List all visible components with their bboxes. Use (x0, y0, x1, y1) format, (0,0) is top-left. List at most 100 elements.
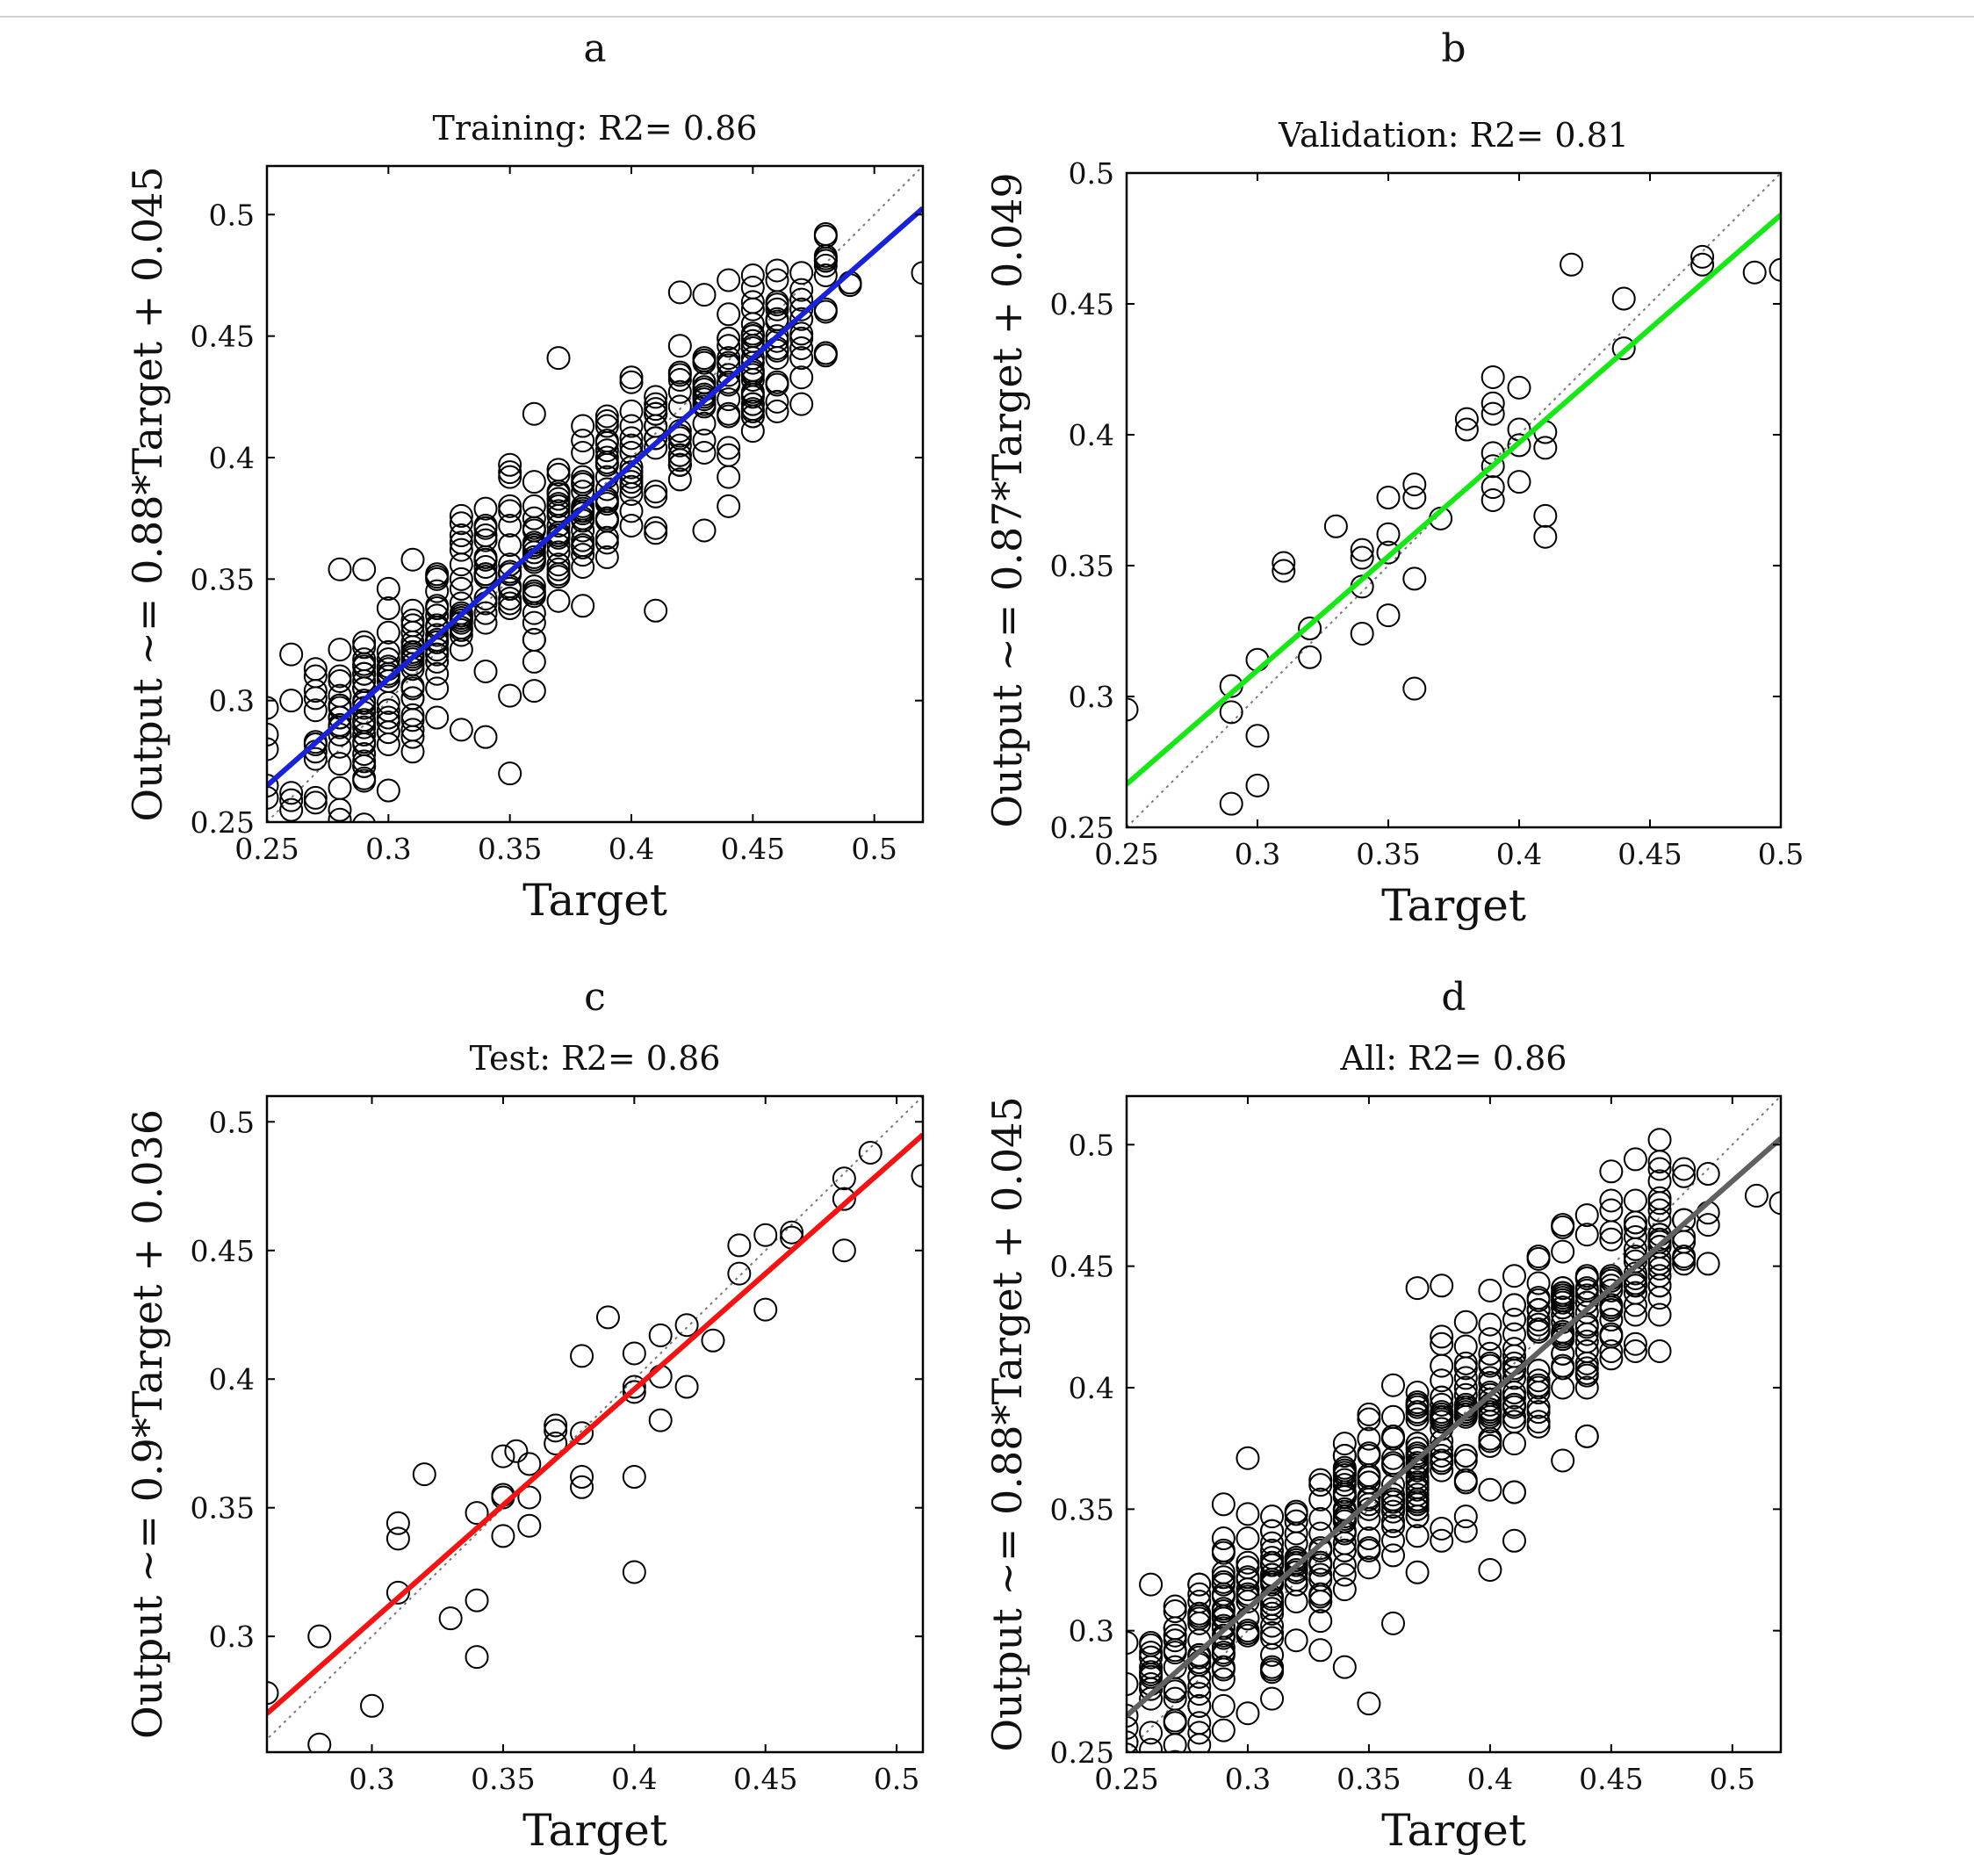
data-point (1357, 1426, 1381, 1451)
data-point (425, 705, 450, 730)
data-point (1526, 1368, 1551, 1393)
data-point (571, 429, 595, 453)
data-point (1574, 1300, 1599, 1324)
data-point (449, 576, 473, 601)
data-point (498, 460, 522, 485)
y-tick-label: 0.3 (209, 1620, 255, 1654)
data-point (1647, 1252, 1672, 1276)
data-point (1574, 1276, 1599, 1301)
data-point (1574, 1351, 1599, 1375)
data-point (267, 737, 279, 761)
data-point (1647, 1274, 1672, 1298)
data-point (1350, 621, 1374, 646)
y-tick-label: 0.4 (209, 441, 255, 475)
data-point (328, 712, 352, 737)
data-point (594, 451, 619, 475)
data-point (1696, 1252, 1720, 1276)
data-point (1574, 1339, 1599, 1363)
x-tick-label: 0.3 (1225, 1762, 1271, 1796)
data-point (473, 496, 498, 521)
data-point (1236, 1502, 1260, 1526)
data-point (622, 1380, 646, 1404)
data-point (1187, 1693, 1212, 1718)
data-point (352, 722, 377, 747)
data-point (594, 404, 619, 429)
data-point (594, 492, 619, 516)
data-point (1163, 1594, 1187, 1619)
data-point (619, 370, 644, 394)
data-point (1163, 1628, 1187, 1653)
data-point (1647, 1128, 1672, 1152)
data-point (1260, 1660, 1285, 1685)
data-point (517, 1452, 542, 1476)
data-point (1551, 1324, 1575, 1349)
data-point (1623, 1147, 1647, 1172)
data-point (449, 538, 473, 562)
data-point (1480, 454, 1505, 479)
data-point (1478, 1341, 1502, 1366)
data-point (1551, 1356, 1575, 1381)
data-point (1381, 1499, 1406, 1524)
plot-frame (1125, 1094, 1783, 1754)
data-point (1308, 1550, 1333, 1575)
data-point (1623, 1249, 1647, 1274)
data-point (1526, 1245, 1551, 1269)
data-point (522, 494, 546, 518)
data-point (813, 297, 838, 321)
data-point (546, 552, 571, 577)
data-point (740, 275, 765, 299)
data-point (648, 1408, 673, 1432)
data-point (1284, 1589, 1308, 1613)
data-point (425, 603, 450, 628)
x-tick-label: 0.5 (851, 832, 897, 866)
data-point (1163, 1679, 1187, 1704)
data-point (1211, 1526, 1236, 1551)
data-point (1260, 1613, 1285, 1638)
data-point (1599, 1198, 1624, 1223)
data-point (360, 1693, 385, 1718)
data-point (522, 628, 546, 652)
y-tick-label: 0.4 (1069, 418, 1114, 452)
data-point (1696, 1162, 1720, 1187)
data-point (570, 1465, 594, 1490)
data-point (1502, 1528, 1526, 1553)
data-point (1478, 1404, 1502, 1429)
data-point (813, 243, 838, 268)
x-tick-label: 0.25 (1094, 837, 1158, 871)
data-point (1236, 1555, 1260, 1580)
data-point (425, 579, 450, 603)
data-point (1236, 1446, 1260, 1470)
top-divider (0, 16, 1974, 18)
data-point (644, 401, 668, 426)
data-point (570, 1344, 594, 1368)
data-point (1599, 1339, 1624, 1363)
data-point (1478, 1278, 1502, 1302)
data-point (1430, 1392, 1454, 1417)
data-point (376, 669, 400, 694)
data-point (1405, 1477, 1430, 1502)
data-point (571, 555, 595, 579)
data-point (1381, 1543, 1406, 1568)
data-point (1405, 1451, 1430, 1476)
data-point (1245, 724, 1270, 748)
data-point (303, 698, 328, 723)
x-tick-label: 0.35 (478, 832, 542, 866)
data-point (667, 367, 692, 392)
data-point (594, 414, 619, 438)
data-point (522, 470, 546, 494)
data-point (1623, 1293, 1647, 1317)
data-point (1357, 1443, 1381, 1468)
data-point (1478, 1433, 1502, 1458)
data-point (1526, 1400, 1551, 1425)
data-point (1405, 1381, 1430, 1405)
data-point (1599, 1188, 1624, 1213)
data-point (1502, 1366, 1526, 1390)
data-point (1332, 1455, 1357, 1480)
plot-frame (1125, 171, 1783, 829)
data-point (546, 458, 571, 482)
data-point (571, 594, 595, 618)
data-point (438, 1606, 463, 1631)
data-point (644, 436, 668, 460)
data-point (1405, 1390, 1430, 1415)
data-point (1551, 1215, 1575, 1239)
